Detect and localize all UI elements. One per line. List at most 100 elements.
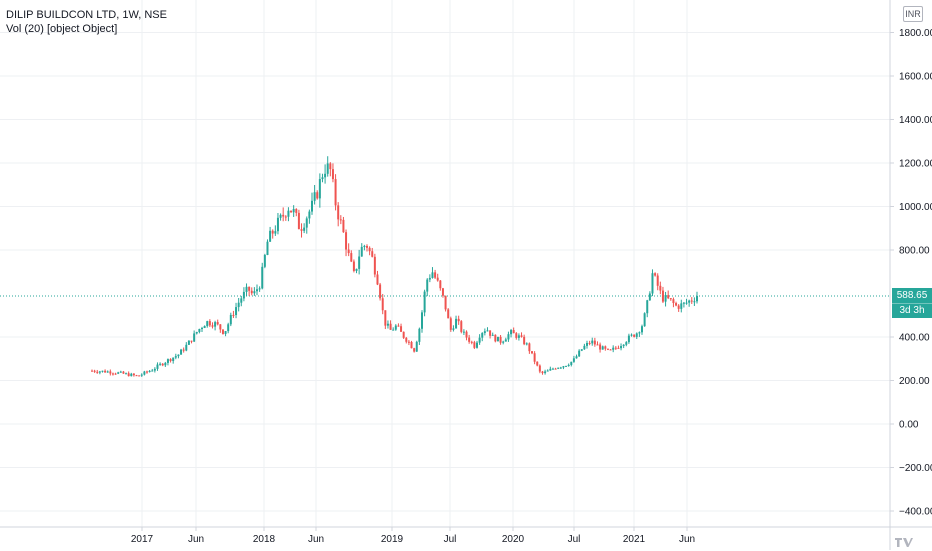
x-tick-label: 2019 [381,534,404,545]
candle-body [224,331,227,334]
candle-body [546,370,549,372]
candle-body [109,371,112,374]
candle-body [570,361,573,365]
candle-body [565,365,568,367]
candle-body [114,373,117,375]
candle-body [554,368,557,370]
candle-body [470,341,473,343]
candle-body [520,335,523,337]
candle-body [549,368,552,371]
candle-body [342,219,345,233]
candle-body [321,177,324,180]
candle-body [271,230,274,234]
candle-body [276,217,279,232]
candle-body [284,216,287,218]
candle-body [274,231,277,234]
candle-body [423,291,426,313]
y-tick-label: −200.00 [899,463,932,474]
candle-body [187,340,190,345]
candle-body [119,371,122,373]
candle-body [496,336,499,342]
candle-body [229,314,232,325]
candle-body [578,350,581,357]
candle-body [688,300,691,303]
candle-body [462,331,465,333]
candle-body [494,334,497,342]
candle-body [106,371,109,373]
candle-body [599,344,602,350]
candle-body [248,286,251,291]
candle-body [580,349,583,351]
candle-body [227,324,230,332]
candle-body [523,336,526,345]
candle-body [111,373,114,375]
candle-body [428,277,431,280]
candle-body [575,356,578,359]
chart-legend: DILIP BUILDCON LTD, 1W, NSE Vol (20) [ob… [6,8,167,36]
candle-body [305,218,308,228]
candle-body [544,371,547,374]
y-tick-label: 1000.00 [899,202,932,213]
candle-body [135,375,138,377]
candle-body [685,302,688,304]
candle-body [499,336,502,343]
candle-body [381,298,384,311]
candle-body [680,303,683,309]
candle-body [614,347,617,349]
candle-body [237,302,240,308]
candle-body [609,349,612,351]
candle-body [693,301,696,303]
candle-body [166,359,169,363]
candle-body [604,346,607,349]
candle-body [465,331,468,338]
currency-badge[interactable]: INR [903,6,923,22]
candle-body [104,370,107,373]
volume-indicator-label[interactable]: Vol (20) [object Object] [6,23,118,35]
candle-body [347,249,350,254]
candle-body [130,373,133,377]
price-axis[interactable]: 1800.00 1600.00 1400.00 1200.00 1000.00 800.0… [889,0,932,550]
candle-body [122,371,125,374]
candle-body [528,343,531,352]
candle-body [682,302,685,304]
time-axis[interactable]: 2017 Jun 2018 Jun 2019 Jul 2020 Jul 2021 Jun [0,526,932,545]
tradingview-logo-icon[interactable] [894,536,914,551]
candle-body [421,312,423,329]
candle-body [591,340,594,344]
candle-body [410,341,413,349]
candle-body [198,328,201,332]
candle-body [355,268,358,271]
candle-body [669,298,672,300]
candle-body [295,209,298,213]
candle-body [195,331,198,334]
candle-body [661,290,664,302]
candle-body [392,329,395,331]
x-tick-label: Jun [308,534,324,545]
candle-body [318,179,321,199]
candle-body [190,340,193,342]
candle-body [675,303,678,306]
candle-body [360,246,363,257]
candle-body [583,345,586,350]
x-tick-label: Jun [188,534,204,545]
candle-body [148,370,151,372]
candle-body [606,348,609,350]
candle-body [256,289,258,292]
candle-body [292,209,295,213]
candle-body [441,288,444,296]
candle-body [502,341,505,343]
candle-body [418,328,421,342]
candle-body [510,330,513,335]
candle-body [334,179,337,206]
last-price-tag: 588.65 3d 3h [892,288,932,318]
candle-body [182,349,185,351]
candle-body [397,325,400,327]
candle-body [379,284,382,299]
candle-body [216,322,219,325]
candle-body [235,307,238,316]
candle-body [287,210,290,217]
symbol-title[interactable]: DILIP BUILDCON LTD, 1W, NSE [6,9,167,21]
candle-body [489,330,492,336]
candle-body [620,346,623,349]
